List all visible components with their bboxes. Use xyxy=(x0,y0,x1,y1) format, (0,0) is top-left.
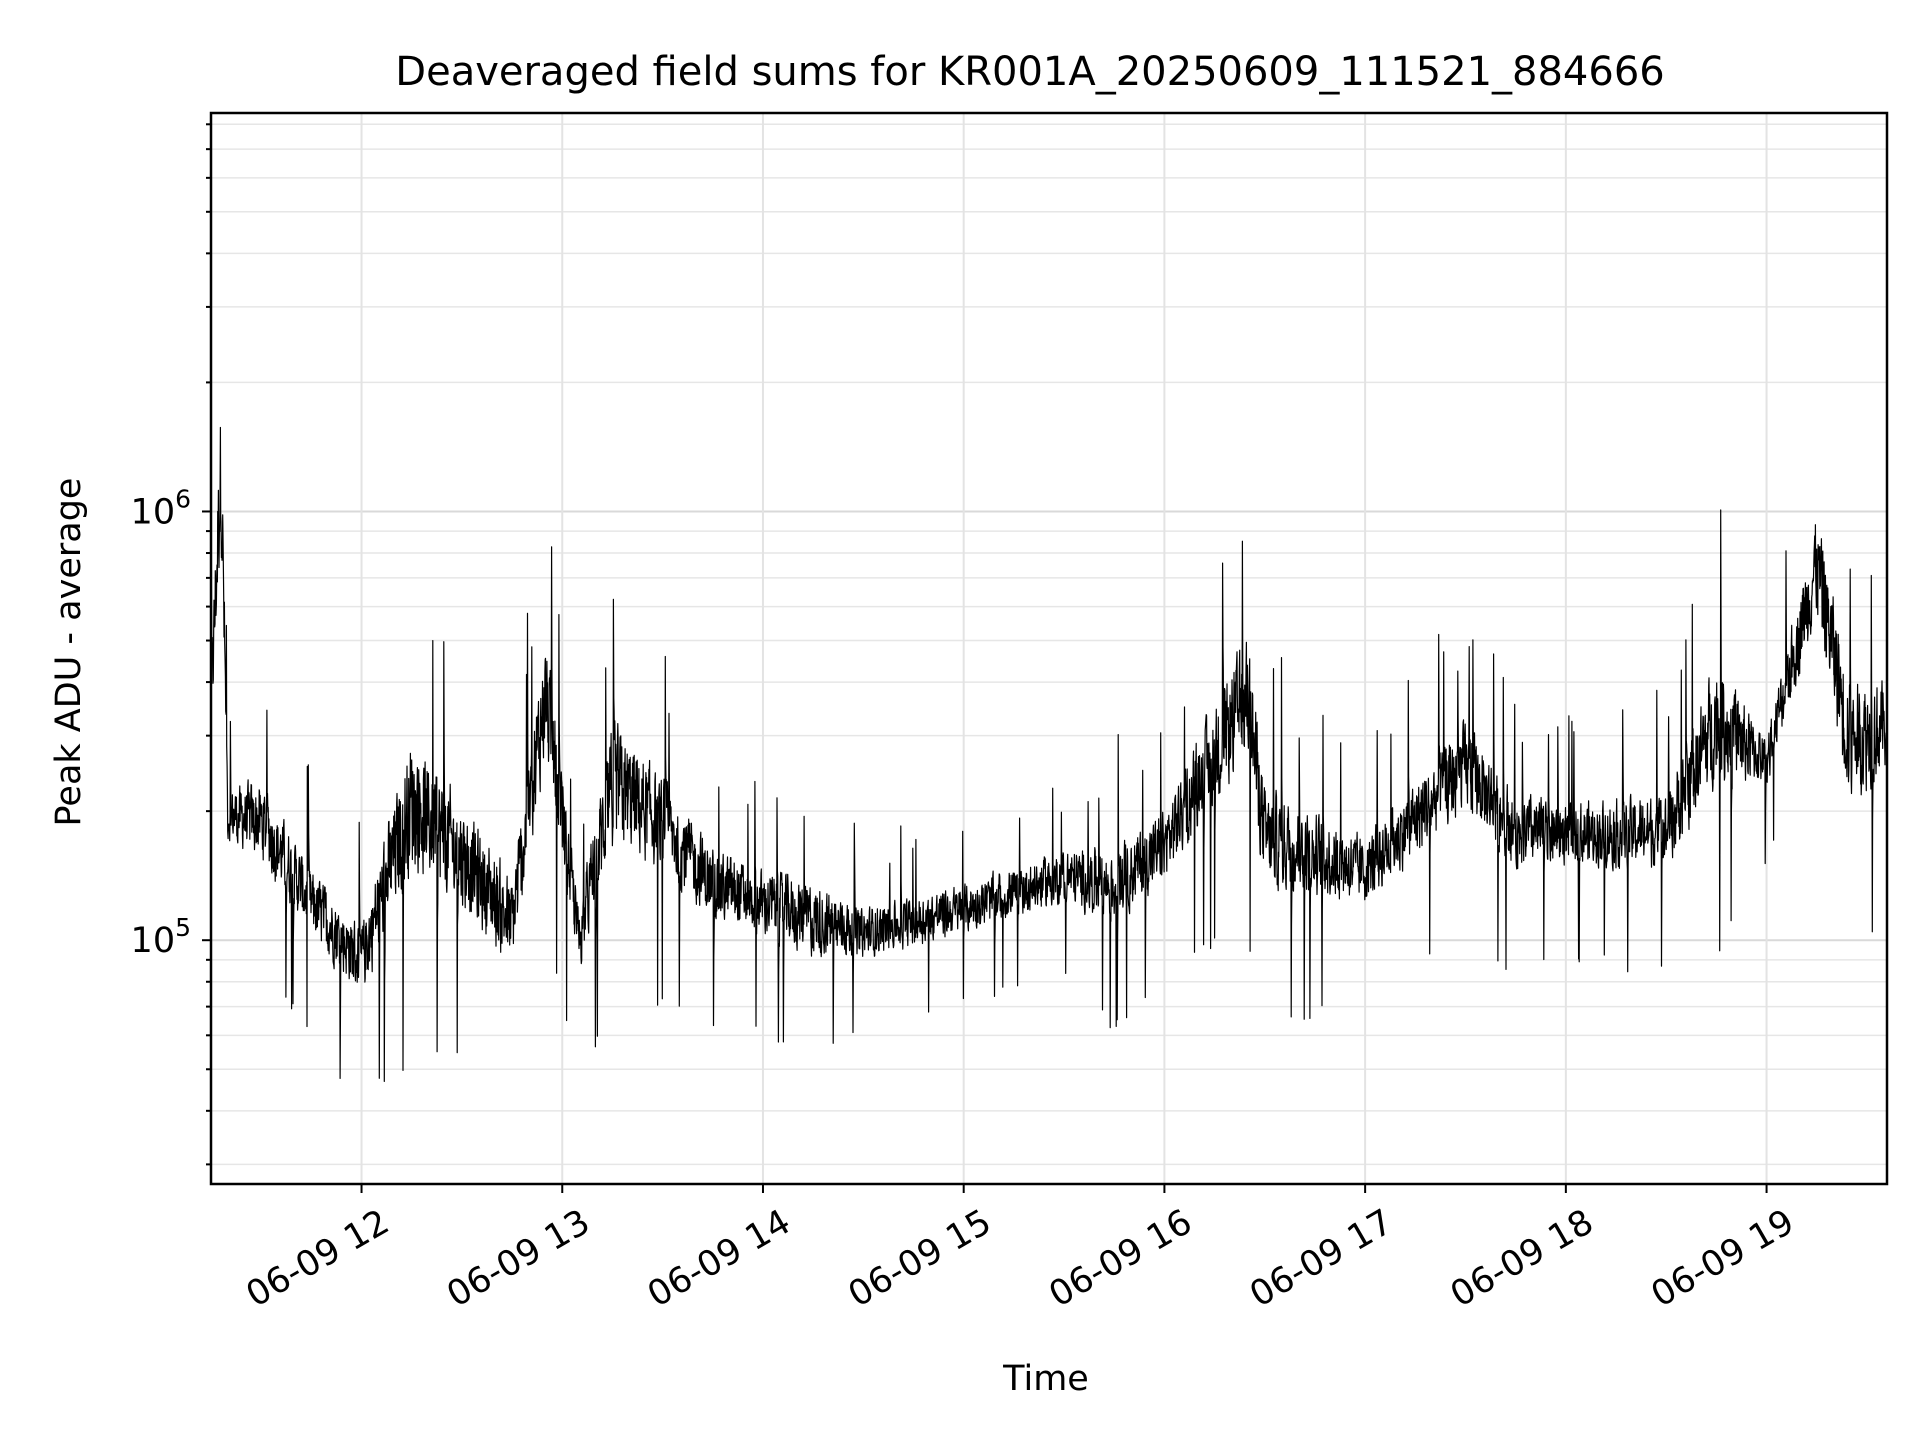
plot-frame xyxy=(209,111,1889,1186)
x-tick-label: 06-09 17 xyxy=(1243,1202,1399,1315)
y-tick-label: 106 xyxy=(131,484,191,532)
y-tick-base: 10 xyxy=(131,921,176,961)
series-line xyxy=(210,426,1888,1082)
y-tick-exponent: 5 xyxy=(175,913,191,942)
x-tick-label: 06-09 18 xyxy=(1444,1202,1600,1315)
x-tick-label: 06-09 13 xyxy=(440,1202,596,1315)
y-axis-label: Peak ADU - average xyxy=(49,478,89,827)
x-tick-label: 06-09 16 xyxy=(1043,1202,1199,1315)
grid xyxy=(211,113,1887,1184)
series-group xyxy=(210,426,1888,1082)
chart-title: Deaveraged field sums for KR001A_2025060… xyxy=(395,49,1664,95)
y-tick-label: 105 xyxy=(131,913,191,961)
x-tick-label: 06-09 19 xyxy=(1645,1202,1801,1315)
y-tick-base: 10 xyxy=(131,492,176,532)
x-axis-label: Time xyxy=(1002,1359,1089,1399)
y-tick-exponent: 6 xyxy=(175,484,191,513)
x-tick-label: 06-09 14 xyxy=(641,1202,797,1315)
x-tick-label: 06-09 12 xyxy=(240,1202,396,1315)
x-tick-label: 06-09 15 xyxy=(842,1202,998,1315)
x-ticks: 06-09 12 06-09 13 06-09 14 06-09 15 06-09 16… xyxy=(240,1184,1801,1315)
